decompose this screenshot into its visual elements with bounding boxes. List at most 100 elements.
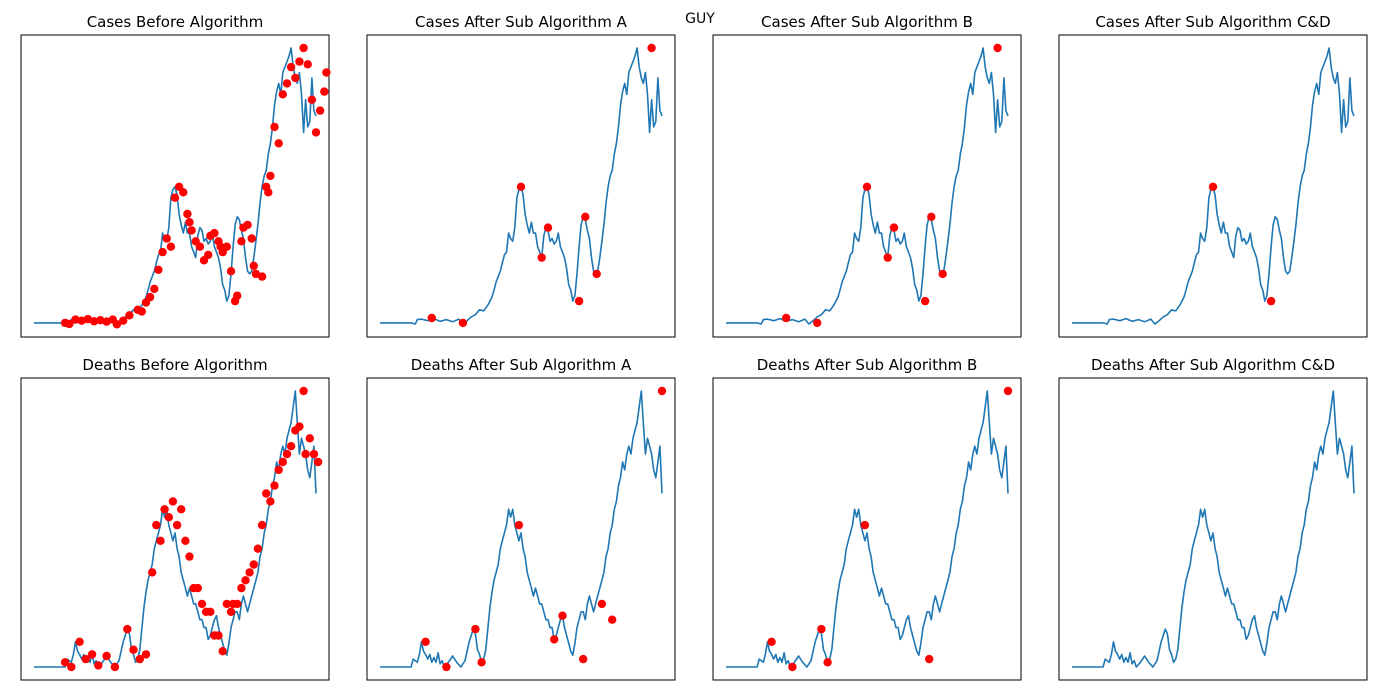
extremum-marker [307,95,317,104]
extremum-marker [67,662,76,672]
extremum-marker [592,269,601,279]
extremum-marker [781,313,791,323]
extremum-marker [442,662,451,672]
extremum-marker [266,171,275,181]
extremum-marker [1003,386,1013,396]
extremum-marker [315,106,325,115]
extremum-marker [286,442,296,451]
extremum-marker [320,87,329,96]
extremum-marker [237,237,246,246]
extremum-marker [249,560,258,569]
subplot-4: Cases After Sub Algorithm C&D [1058,13,1368,338]
extremum-marker [185,552,194,561]
extremum-marker [129,645,138,654]
extremum-marker [181,536,190,545]
plot-frame [20,377,330,681]
extremum-marker [262,489,271,498]
extremum-marker [183,209,192,219]
extremum-marker [270,122,279,132]
extremum-marker [170,193,180,202]
extremum-marker [60,658,70,667]
extremum-marker [311,128,321,137]
extremum-marker [458,318,468,328]
extremum-marker [152,520,161,530]
extremum-marker [197,599,207,609]
extremum-marker [291,73,300,83]
extremum-marker [313,457,323,467]
extremum-marker [295,422,304,431]
extremum-marker [282,79,292,88]
series-line [380,390,663,668]
extremum-marker [274,465,283,475]
extremum-marker [102,651,111,661]
extremum-marker [135,654,144,664]
extremum-marker [301,449,310,459]
extremum-marker [247,234,256,243]
extremum-marker [1208,182,1218,191]
plot-frame [1058,34,1368,338]
plot-frame [1058,377,1368,681]
extremum-marker [164,513,173,522]
extremum-marker [214,631,223,640]
extremum-marker [110,662,120,672]
extremum-marker [87,650,97,659]
subplot-2: Cases After Sub Algorithm A [366,13,676,338]
subplot-title: Deaths After Sub Algorithm B [757,356,978,374]
subplot-title: Cases After Sub Algorithm C&D [1095,13,1330,31]
extremum-marker [581,212,590,221]
series-line [1072,390,1355,668]
extremum-marker [574,296,584,306]
extremum-marker [537,253,546,262]
extremum-marker [71,315,80,324]
subplot-6: Deaths After Sub Algorithm A [366,356,676,681]
extremum-marker [145,292,155,302]
subplot-title: Deaths After Sub Algorithm A [411,356,632,374]
extremum-marker [168,497,178,506]
extremum-marker [249,261,258,270]
subplot-title: Cases After Sub Algorithm A [415,13,628,31]
extremum-marker [322,68,331,77]
extremum-marker [278,90,287,99]
extremum-marker [543,223,553,232]
extremum-marker [222,242,231,251]
extremum-marker [233,599,242,609]
extremum-marker [166,242,176,251]
extremum-marker [222,599,231,609]
extremum-marker [813,318,822,328]
extremum-marker [195,242,205,251]
plot-frame [712,377,1022,681]
plot-frame [20,34,330,338]
extremum-marker [579,654,588,664]
extremum-marker [206,607,215,616]
subplot-8: Deaths After Sub Algorithm C&D [1058,356,1368,681]
series-line [726,390,1009,668]
extremum-marker [817,624,826,634]
extremum-marker [558,611,567,620]
extremum-marker [1266,296,1276,306]
extremum-marker [767,637,776,646]
extremum-marker [156,536,165,545]
extremum-marker [172,520,182,530]
subplot-3: Cases After Sub Algorithm B [712,13,1022,338]
extremum-marker [550,635,559,644]
extremum-marker [179,188,188,197]
extremum-marker [993,43,1002,53]
extremum-marker [927,212,936,221]
plot-frame [712,34,1022,338]
subplot-5: Deaths Before Algorithm [20,356,330,681]
subplot-title: Deaths Before Algorithm [82,356,267,374]
extremum-marker [204,250,213,260]
extremum-marker [608,615,617,624]
extremum-marker [75,637,84,646]
extremum-marker [788,662,797,672]
extremum-marker [938,269,947,279]
extremum-marker [920,296,930,306]
extremum-marker [860,520,870,530]
extremum-marker [647,43,656,53]
extremum-marker [218,647,227,656]
extremum-marker [187,226,196,235]
extremum-marker [158,247,167,257]
subplot-7: Deaths After Sub Algorithm B [712,356,1022,681]
extremum-marker [427,313,436,323]
